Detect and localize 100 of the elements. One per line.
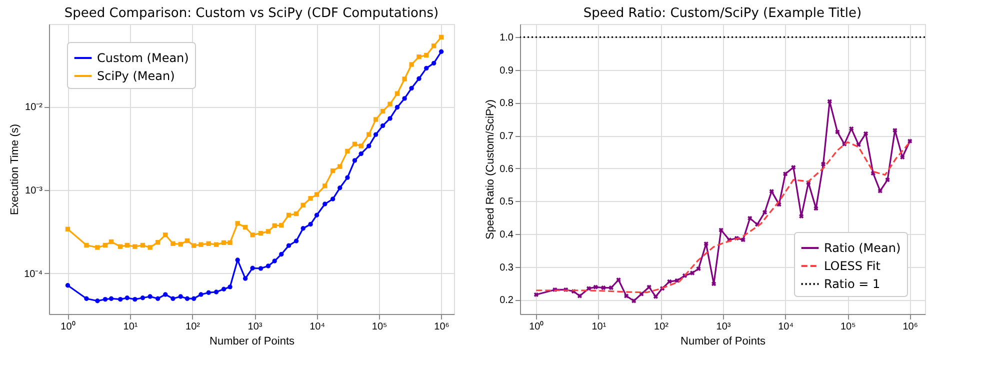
point xyxy=(258,266,264,271)
y-tick-label: 0.7 xyxy=(500,131,514,142)
point xyxy=(242,224,248,230)
point xyxy=(132,244,138,249)
point xyxy=(163,232,168,238)
point xyxy=(286,212,292,218)
point xyxy=(799,214,804,219)
point xyxy=(892,128,898,133)
point xyxy=(184,296,190,301)
point xyxy=(345,148,350,154)
point xyxy=(272,258,277,264)
legend-label: Ratio (Mean) xyxy=(824,241,901,255)
point xyxy=(863,131,868,136)
point xyxy=(250,266,255,270)
point xyxy=(228,284,232,290)
point xyxy=(279,222,284,228)
point xyxy=(206,290,211,295)
point xyxy=(124,242,130,248)
y-tick-label: 0.5 xyxy=(500,196,514,208)
point xyxy=(279,252,284,257)
point xyxy=(878,188,882,194)
point xyxy=(235,221,240,226)
point xyxy=(586,286,592,291)
point xyxy=(409,86,414,91)
point xyxy=(380,123,386,128)
point xyxy=(330,196,336,202)
point xyxy=(155,240,160,245)
point xyxy=(214,242,219,247)
x-tick-label: 10³ xyxy=(716,322,732,332)
point xyxy=(124,296,130,300)
point xyxy=(690,270,695,276)
point xyxy=(438,49,444,54)
point xyxy=(272,223,277,228)
x-tick-label: 10³ xyxy=(248,322,263,332)
point xyxy=(170,296,176,301)
point xyxy=(148,245,152,250)
point xyxy=(308,222,313,227)
point xyxy=(394,91,400,96)
point xyxy=(300,202,306,208)
point xyxy=(358,144,364,148)
point xyxy=(366,144,372,148)
point xyxy=(438,34,444,40)
point xyxy=(885,178,890,182)
point xyxy=(791,165,796,170)
point xyxy=(820,162,826,166)
x-axis-title: Number of Points xyxy=(680,336,766,348)
point xyxy=(402,96,407,101)
point xyxy=(358,151,364,156)
point xyxy=(667,279,672,284)
point xyxy=(330,168,336,174)
point xyxy=(782,172,788,176)
point xyxy=(300,226,306,231)
point xyxy=(388,102,392,106)
point xyxy=(601,285,606,290)
point xyxy=(373,132,378,137)
x-tick-label: 10⁰ xyxy=(529,320,544,332)
point xyxy=(198,292,204,297)
y-tick-label: 10⁻⁴ xyxy=(24,268,42,280)
point xyxy=(814,206,818,211)
point xyxy=(314,212,320,218)
point xyxy=(608,285,614,290)
point xyxy=(380,108,386,114)
x-tick-label: 10⁶ xyxy=(902,322,918,332)
point xyxy=(191,296,196,301)
x-axis-title: Number of Points xyxy=(210,336,295,348)
point xyxy=(416,76,422,81)
point xyxy=(178,242,183,247)
point xyxy=(214,290,219,294)
point xyxy=(900,154,905,160)
point xyxy=(711,282,716,286)
point xyxy=(118,244,123,249)
point xyxy=(148,294,152,299)
y-tick-label: 0.9 xyxy=(500,65,514,76)
legend-label: LOESS Fit xyxy=(824,259,881,273)
y-tick-label: 0.3 xyxy=(500,262,514,274)
point xyxy=(314,192,320,197)
point xyxy=(221,240,226,246)
point xyxy=(191,243,196,248)
point xyxy=(740,238,746,242)
point xyxy=(163,292,168,297)
point xyxy=(388,116,392,121)
point xyxy=(352,142,358,146)
y-tick-label: 0.6 xyxy=(500,164,514,175)
x-tick-label: 10¹ xyxy=(592,322,607,332)
x-tick-label: 10⁴ xyxy=(310,322,325,332)
point xyxy=(258,230,264,236)
y-tick-label: 1.0 xyxy=(500,32,514,44)
point xyxy=(653,294,658,299)
point xyxy=(646,284,652,290)
point xyxy=(322,202,328,206)
point xyxy=(409,62,414,67)
point xyxy=(206,241,211,246)
point xyxy=(424,52,429,58)
x-tick-label: 10⁰ xyxy=(60,320,76,332)
point xyxy=(908,138,912,144)
point xyxy=(849,126,854,131)
y-axis-title: Speed Ratio (Custom/SciPy) xyxy=(484,100,497,240)
y-axis-title: Execution Time (s) xyxy=(9,124,22,216)
point xyxy=(748,216,752,221)
point xyxy=(696,266,701,272)
